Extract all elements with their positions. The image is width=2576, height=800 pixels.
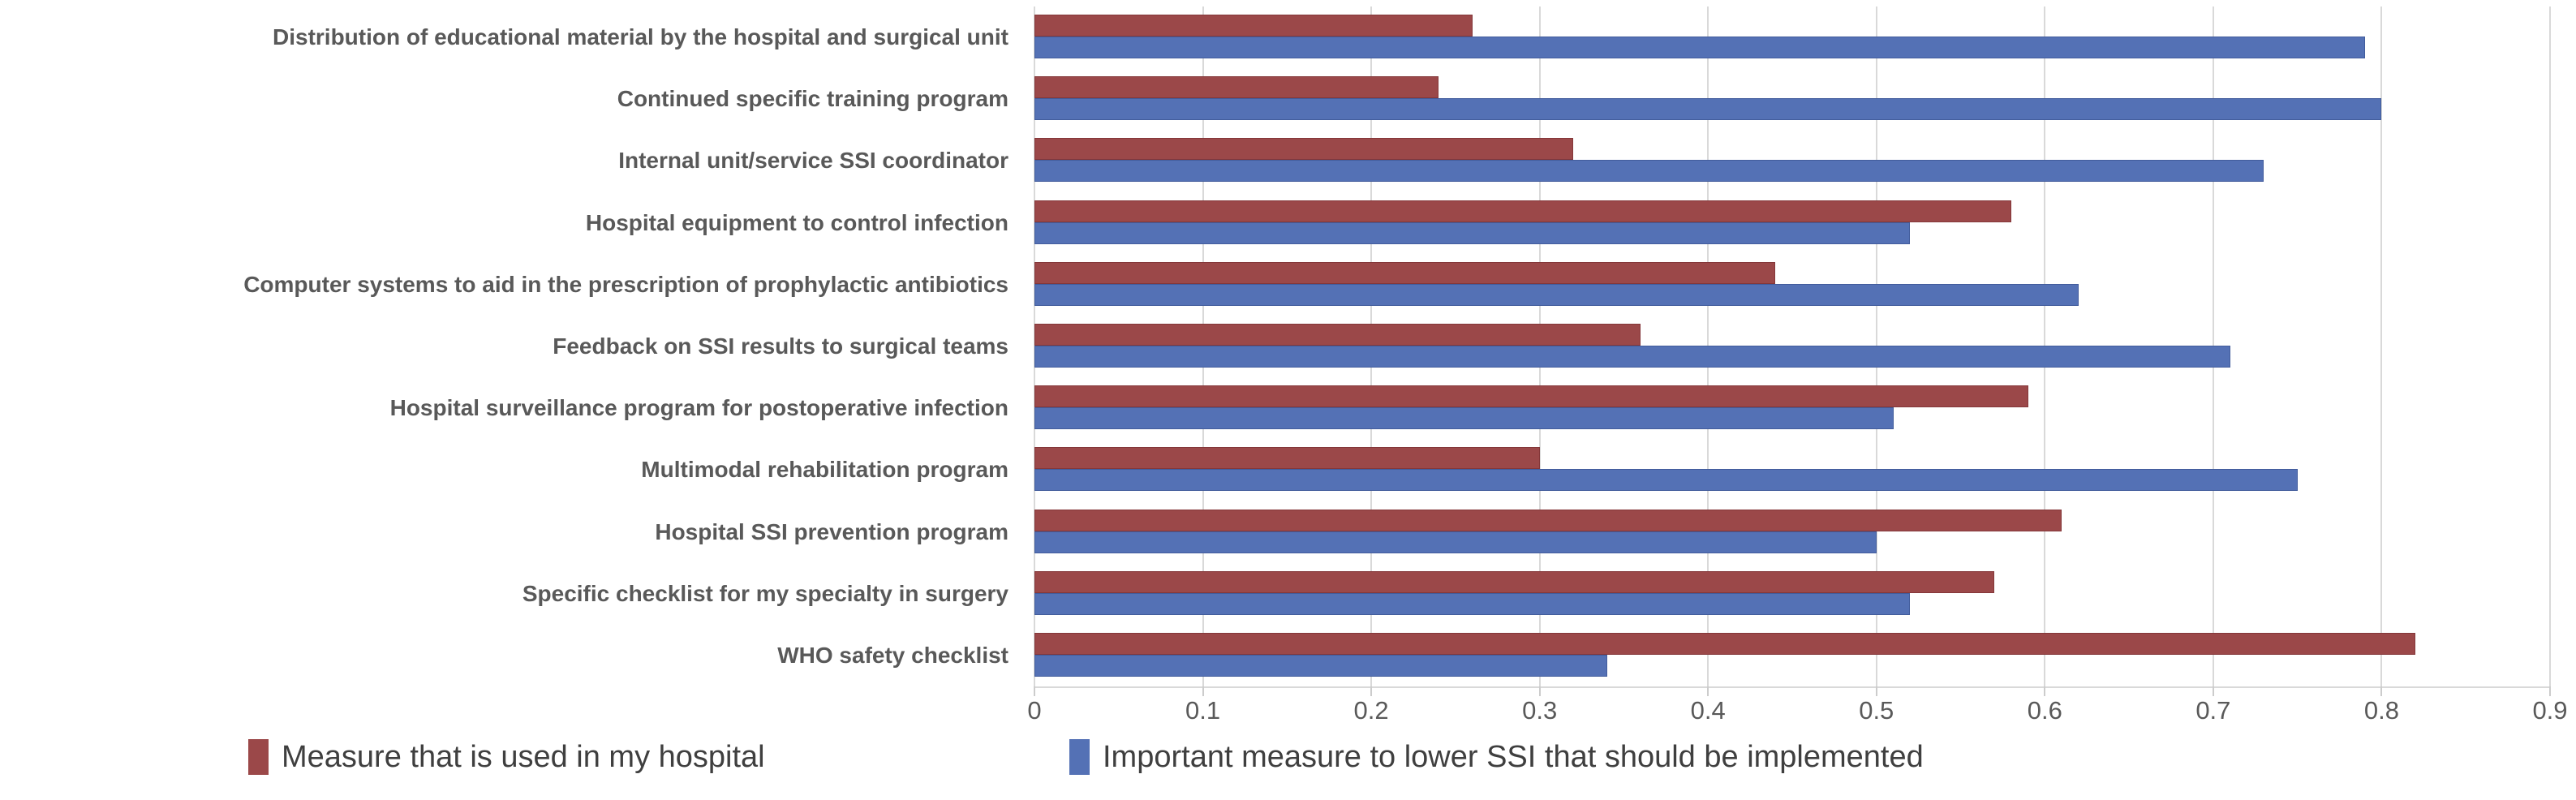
bar-group <box>1034 130 2550 191</box>
x-tick-label-0.8: 0.8 <box>2363 696 2399 725</box>
category-labels: Distribution of educational material by … <box>0 6 1008 686</box>
bar-group <box>1034 68 2550 130</box>
bar-group <box>1034 563 2550 625</box>
axis-tickmark-0.1 <box>1202 686 1204 696</box>
axis-tickmark-0.3 <box>1538 686 1541 696</box>
bar-group <box>1034 377 2550 439</box>
bar-series0 <box>1034 15 1473 37</box>
bar-series1 <box>1034 98 2382 121</box>
bar-series0 <box>1034 509 2062 531</box>
bar-series0 <box>1034 385 2028 408</box>
bar-series0 <box>1034 570 1995 593</box>
legend-swatch-important-measure-icon <box>1069 739 1090 775</box>
category-label: Hospital equipment to control infection <box>585 209 1008 235</box>
category-label: WHO safety checklist <box>777 642 1008 668</box>
category-label: Continued specific training program <box>617 86 1008 112</box>
x-tick-label-0.6: 0.6 <box>2027 696 2062 725</box>
category-label: Multimodal rehabilitation program <box>641 457 1008 483</box>
bar-group <box>1034 192 2550 254</box>
bar-series1 <box>1034 222 1911 244</box>
bar-series1 <box>1034 407 1894 430</box>
category-label: Feedback on SSI results to surgical team… <box>553 333 1008 359</box>
bar-series1 <box>1034 37 2365 59</box>
bar-group <box>1034 316 2550 377</box>
bar-series0 <box>1034 200 2011 222</box>
bar-series0 <box>1034 261 1776 284</box>
axis-tickmark-0.7 <box>2212 686 2214 696</box>
axis-tickmark-0.4 <box>1707 686 1709 696</box>
bar-series0 <box>1034 323 1641 346</box>
legend-label-used-measure: Measure that is used in my hospital <box>282 739 765 774</box>
category-label: Computer systems to aid in the prescript… <box>243 271 1008 297</box>
category-label: Distribution of educational material by … <box>273 24 1008 50</box>
bar-series1 <box>1034 160 2264 183</box>
legend-label-important-measure: Important measure to lower SSI that shou… <box>1103 739 1924 774</box>
legend-item-used-measure: Measure that is used in my hospital <box>248 730 765 784</box>
x-tick-label-0.7: 0.7 <box>2195 696 2231 725</box>
bar-series0 <box>1034 632 2415 655</box>
x-tick-label-0.5: 0.5 <box>1859 696 1894 725</box>
bar-group <box>1034 625 2550 686</box>
category-label: Internal unit/service SSI coordinator <box>618 148 1008 174</box>
bar-group <box>1034 501 2550 562</box>
bar-series1 <box>1034 592 1911 615</box>
bar-group <box>1034 6 2550 68</box>
bar-series1 <box>1034 345 2230 368</box>
x-tick-label-0.4: 0.4 <box>1690 696 1726 725</box>
axis-tickmark-0 <box>1034 686 1035 696</box>
x-tick-label-0: 0 <box>1027 696 1042 725</box>
bar-series1 <box>1034 531 1877 553</box>
plot-area <box>1034 6 2551 696</box>
bar-series0 <box>1034 447 1540 470</box>
x-tick-label-0.1: 0.1 <box>1185 696 1221 725</box>
axis-tickmark-0.2 <box>1370 686 1373 696</box>
bar-series0 <box>1034 76 1439 99</box>
axis-tickmark-0.8 <box>2380 686 2383 696</box>
x-tick-label-0.9: 0.9 <box>2532 696 2568 725</box>
legend: Measure that is used in my hospital Impo… <box>0 730 2576 787</box>
x-tick-label-0.2: 0.2 <box>1353 696 1389 725</box>
axis-tickmark-0.6 <box>2044 686 2046 696</box>
bar-series1 <box>1034 469 2298 492</box>
gridline-0.8 <box>2380 6 2383 686</box>
legend-item-important-measure: Important measure to lower SSI that shou… <box>1069 730 1924 784</box>
legend-swatch-used-measure-icon <box>248 739 269 775</box>
x-axis-tick-labels: 0 0.1 0.2 0.3 0.4 0.5 0.6 0.7 0.8 0.9 <box>1027 696 2567 732</box>
axis-tickmark-0.9 <box>2549 686 2551 696</box>
category-label: Hospital surveillance program for postop… <box>389 395 1008 421</box>
gridline-0.9 <box>2549 6 2551 686</box>
axis-tickmark-0.5 <box>1875 686 1877 696</box>
bar-series1 <box>1034 654 1607 677</box>
bar-group <box>1034 254 2550 316</box>
x-tick-label-0.3: 0.3 <box>1522 696 1558 725</box>
bar-group <box>1034 439 2550 501</box>
bar-series1 <box>1034 283 2079 306</box>
bar-series0 <box>1034 138 1574 161</box>
category-label: Hospital SSI prevention program <box>655 518 1008 544</box>
category-label: Specific checklist for my specialty in s… <box>522 580 1008 606</box>
